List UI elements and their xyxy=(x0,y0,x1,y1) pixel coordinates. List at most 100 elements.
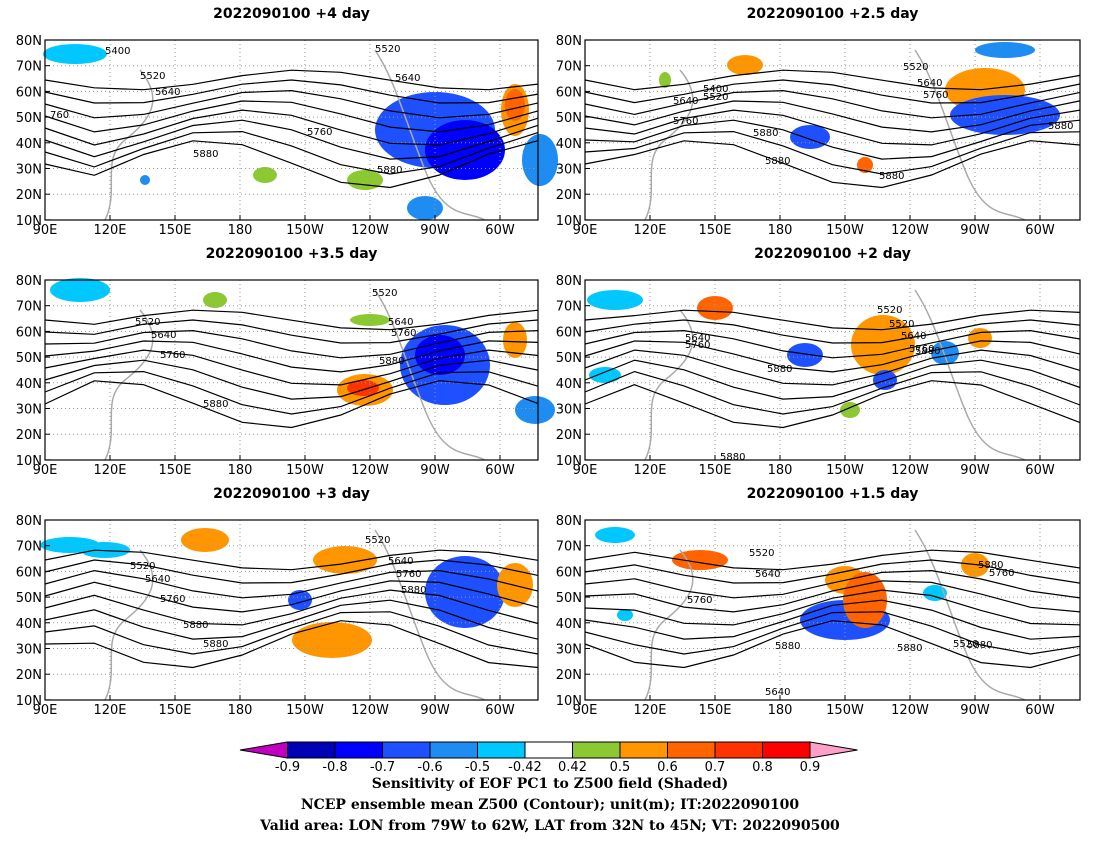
coastline xyxy=(914,49,1026,221)
lat-tick-label: 20N xyxy=(16,428,42,443)
lat-tick-label: 60N xyxy=(16,325,42,340)
z500-contour xyxy=(584,69,1081,91)
lon-tick-label: 90E xyxy=(573,463,598,478)
contour-label: 5760 xyxy=(307,127,332,138)
map-panel-1: 5400 5520 5640 5760 5880 5880 5520 5640 760 80N 70… xyxy=(16,34,558,238)
contour-label: 5880 xyxy=(897,643,922,654)
lon-tick-label: 90E xyxy=(573,223,598,238)
colorbar-segment xyxy=(619,741,668,759)
colorbar-label: 0.42 xyxy=(558,760,587,775)
lat-tick-label: 70N xyxy=(556,60,582,75)
z500-contour xyxy=(584,380,1081,429)
lat-tick-label: 80N xyxy=(556,34,582,49)
lat-tick-label: 30N xyxy=(556,403,582,418)
lon-tick-label: 90W xyxy=(960,223,990,238)
lat-tick-label: 20N xyxy=(16,668,42,683)
colorbar-label: 0.8 xyxy=(752,760,773,775)
contour-label: 5880 xyxy=(203,639,228,650)
contour-label: 5760 xyxy=(685,340,710,351)
z500-contour xyxy=(44,599,539,640)
lat-tick-label: 10N xyxy=(16,214,42,229)
z500-contour xyxy=(44,319,539,344)
footer-valid-area: Valid area: LON from 79W to 62W, LAT fro… xyxy=(260,818,840,834)
sensitivity-shade xyxy=(659,72,671,88)
z500-contour xyxy=(584,620,1081,669)
contour-label: 5760 xyxy=(673,116,698,127)
lon-tick-label: 150W xyxy=(826,703,864,718)
contour-label: 5760 xyxy=(391,328,416,339)
colorbar-segment xyxy=(762,741,811,759)
z500-contour xyxy=(584,359,1081,400)
lon-tick-label: 60W xyxy=(1025,463,1055,478)
z500-contour xyxy=(44,329,539,359)
sensitivity-shade xyxy=(292,622,372,658)
lon-tick-label: 150E xyxy=(698,223,731,238)
coastline xyxy=(374,49,486,221)
lat-tick-label: 20N xyxy=(556,428,582,443)
z500-contour xyxy=(44,370,539,415)
map-frame xyxy=(44,39,539,221)
sensitivity-shade xyxy=(790,125,830,149)
colorbar: -0.9 -0.8 -0.7 -0.6 -0.5 -0.42 0.42 0.5 0.6 0.7 0.… xyxy=(239,741,858,775)
lon-tick-label: 120E xyxy=(633,463,666,478)
contour-label: 5880 xyxy=(183,620,208,631)
lon-tick-label: 180 xyxy=(228,703,253,718)
contour-label: 5640 xyxy=(395,73,420,84)
contour-label: 5880 xyxy=(720,452,745,463)
map-background xyxy=(585,280,1080,460)
contour-label: 5760 xyxy=(909,344,934,355)
colorbar-label: 0.5 xyxy=(610,760,631,775)
contour-label: 5640 xyxy=(155,87,180,98)
lat-tick-label: 70N xyxy=(556,300,582,315)
z500-contour xyxy=(44,380,539,429)
sensitivity-shade xyxy=(968,328,992,348)
lon-tick-label: 90E xyxy=(573,703,598,718)
sensitivity-shade xyxy=(415,335,465,375)
z500-contour xyxy=(44,549,539,571)
z500-contour xyxy=(44,119,539,160)
lat-tick-label: 60N xyxy=(556,565,582,580)
map-panel-2: 5400552056405760588058805880552056405760… xyxy=(556,34,1081,238)
coastline xyxy=(104,69,154,221)
sensitivity-shade xyxy=(425,120,505,180)
sensitivity-shade xyxy=(425,556,505,628)
lon-tick-label: 150W xyxy=(826,463,864,478)
sensitivity-shade xyxy=(181,528,229,552)
sensitivity-shade xyxy=(43,44,107,64)
lon-tick-label: 150W xyxy=(826,223,864,238)
lon-tick-label: 150W xyxy=(286,463,324,478)
contour-label: 5880 xyxy=(967,640,992,651)
sensitivity-shade xyxy=(505,89,525,121)
z500-contour xyxy=(584,119,1081,160)
coastline xyxy=(104,309,154,461)
lon-tick-label: 90W xyxy=(960,463,990,478)
z500-contour xyxy=(584,611,1081,655)
colorbar-label: -0.8 xyxy=(322,760,347,775)
lon-tick-label: 150E xyxy=(698,703,731,718)
lon-tick-label: 120W xyxy=(351,223,389,238)
panel-title-4: 2022090100 +2 day xyxy=(754,246,911,262)
sensitivity-shade xyxy=(407,196,443,220)
lat-tick-label: 80N xyxy=(556,514,582,529)
contour-label: 5520 xyxy=(365,535,390,546)
lon-tick-label: 120E xyxy=(93,223,126,238)
z500-contour xyxy=(44,589,539,626)
coastline xyxy=(644,69,694,221)
sensitivity-shade xyxy=(587,290,643,310)
lon-tick-label: 180 xyxy=(768,223,793,238)
lon-tick-label: 90W xyxy=(960,703,990,718)
contour-label: 5520 xyxy=(135,317,160,328)
contour-label: 5880 xyxy=(193,149,218,160)
contour-label: 5640 xyxy=(673,96,698,107)
lat-tick-label: 50N xyxy=(16,351,42,366)
lat-tick-label: 40N xyxy=(556,617,582,632)
map-panel-5: 5520 5640 5760 5880 5880 5520 5640 5760 5880 80N 7… xyxy=(16,514,539,718)
lon-tick-label: 150E xyxy=(158,703,191,718)
lon-tick-label: 120W xyxy=(351,463,389,478)
z500-contour xyxy=(44,79,539,104)
lat-tick-label: 70N xyxy=(16,540,42,555)
contour-label: 5760 xyxy=(687,595,712,606)
contour-label: 5880 xyxy=(401,585,426,596)
contour-label: 5640 xyxy=(917,78,942,89)
